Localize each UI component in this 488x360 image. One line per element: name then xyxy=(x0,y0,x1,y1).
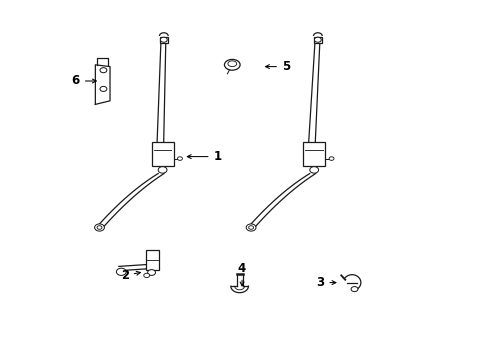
Circle shape xyxy=(100,86,107,91)
Circle shape xyxy=(245,224,256,231)
Circle shape xyxy=(309,167,318,173)
Text: 5: 5 xyxy=(265,60,289,73)
Bar xyxy=(159,36,168,43)
Text: 6: 6 xyxy=(72,75,96,87)
Text: 3: 3 xyxy=(316,276,335,289)
Circle shape xyxy=(177,157,182,161)
Bar xyxy=(303,142,325,166)
Circle shape xyxy=(95,224,104,231)
Circle shape xyxy=(158,167,167,173)
Circle shape xyxy=(147,270,155,275)
Bar xyxy=(313,36,322,43)
Text: 1: 1 xyxy=(187,150,221,163)
Circle shape xyxy=(350,287,357,292)
Text: 4: 4 xyxy=(238,262,245,286)
Ellipse shape xyxy=(227,61,236,67)
Bar xyxy=(151,142,173,166)
Circle shape xyxy=(328,157,333,161)
Text: 2: 2 xyxy=(121,269,140,282)
Circle shape xyxy=(314,37,321,42)
Ellipse shape xyxy=(224,59,240,70)
Circle shape xyxy=(100,68,107,73)
Circle shape xyxy=(248,226,253,229)
Circle shape xyxy=(160,37,167,42)
Circle shape xyxy=(143,273,149,278)
Bar xyxy=(145,250,159,270)
Circle shape xyxy=(97,226,102,229)
Circle shape xyxy=(116,268,126,275)
